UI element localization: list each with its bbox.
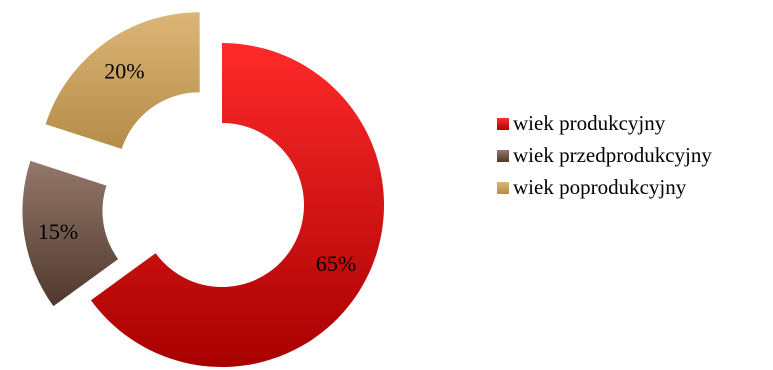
legend-item-wiek-poprodukcyjny: wiek poprodukcyjny [497, 177, 712, 198]
legend-swatch-wiek-poprodukcyjny [497, 182, 509, 194]
legend-item-wiek-produkcyjny: wiek produkcyjny [497, 113, 712, 134]
legend-swatch-wiek-przedprodukcyjny [497, 150, 509, 162]
legend-label-wiek-poprodukcyjny: wiek poprodukcyjny [513, 175, 686, 200]
legend-label-wiek-produkcyjny: wiek produkcyjny [513, 111, 665, 136]
legend-item-wiek-przedprodukcyjny: wiek przedprodukcyjny [497, 145, 712, 166]
data-label-wiek-produkcyjny: 65% [316, 251, 356, 276]
legend-swatch-wiek-produkcyjny [497, 118, 509, 130]
data-label-wiek-poprodukcyjny: 20% [104, 59, 144, 84]
data-label-wiek-przedprodukcyjny: 15% [38, 219, 78, 244]
legend-label-wiek-przedprodukcyjny: wiek przedprodukcyjny [513, 143, 712, 168]
chart-legend: wiek produkcyjny wiek przedprodukcyjny w… [497, 113, 712, 198]
